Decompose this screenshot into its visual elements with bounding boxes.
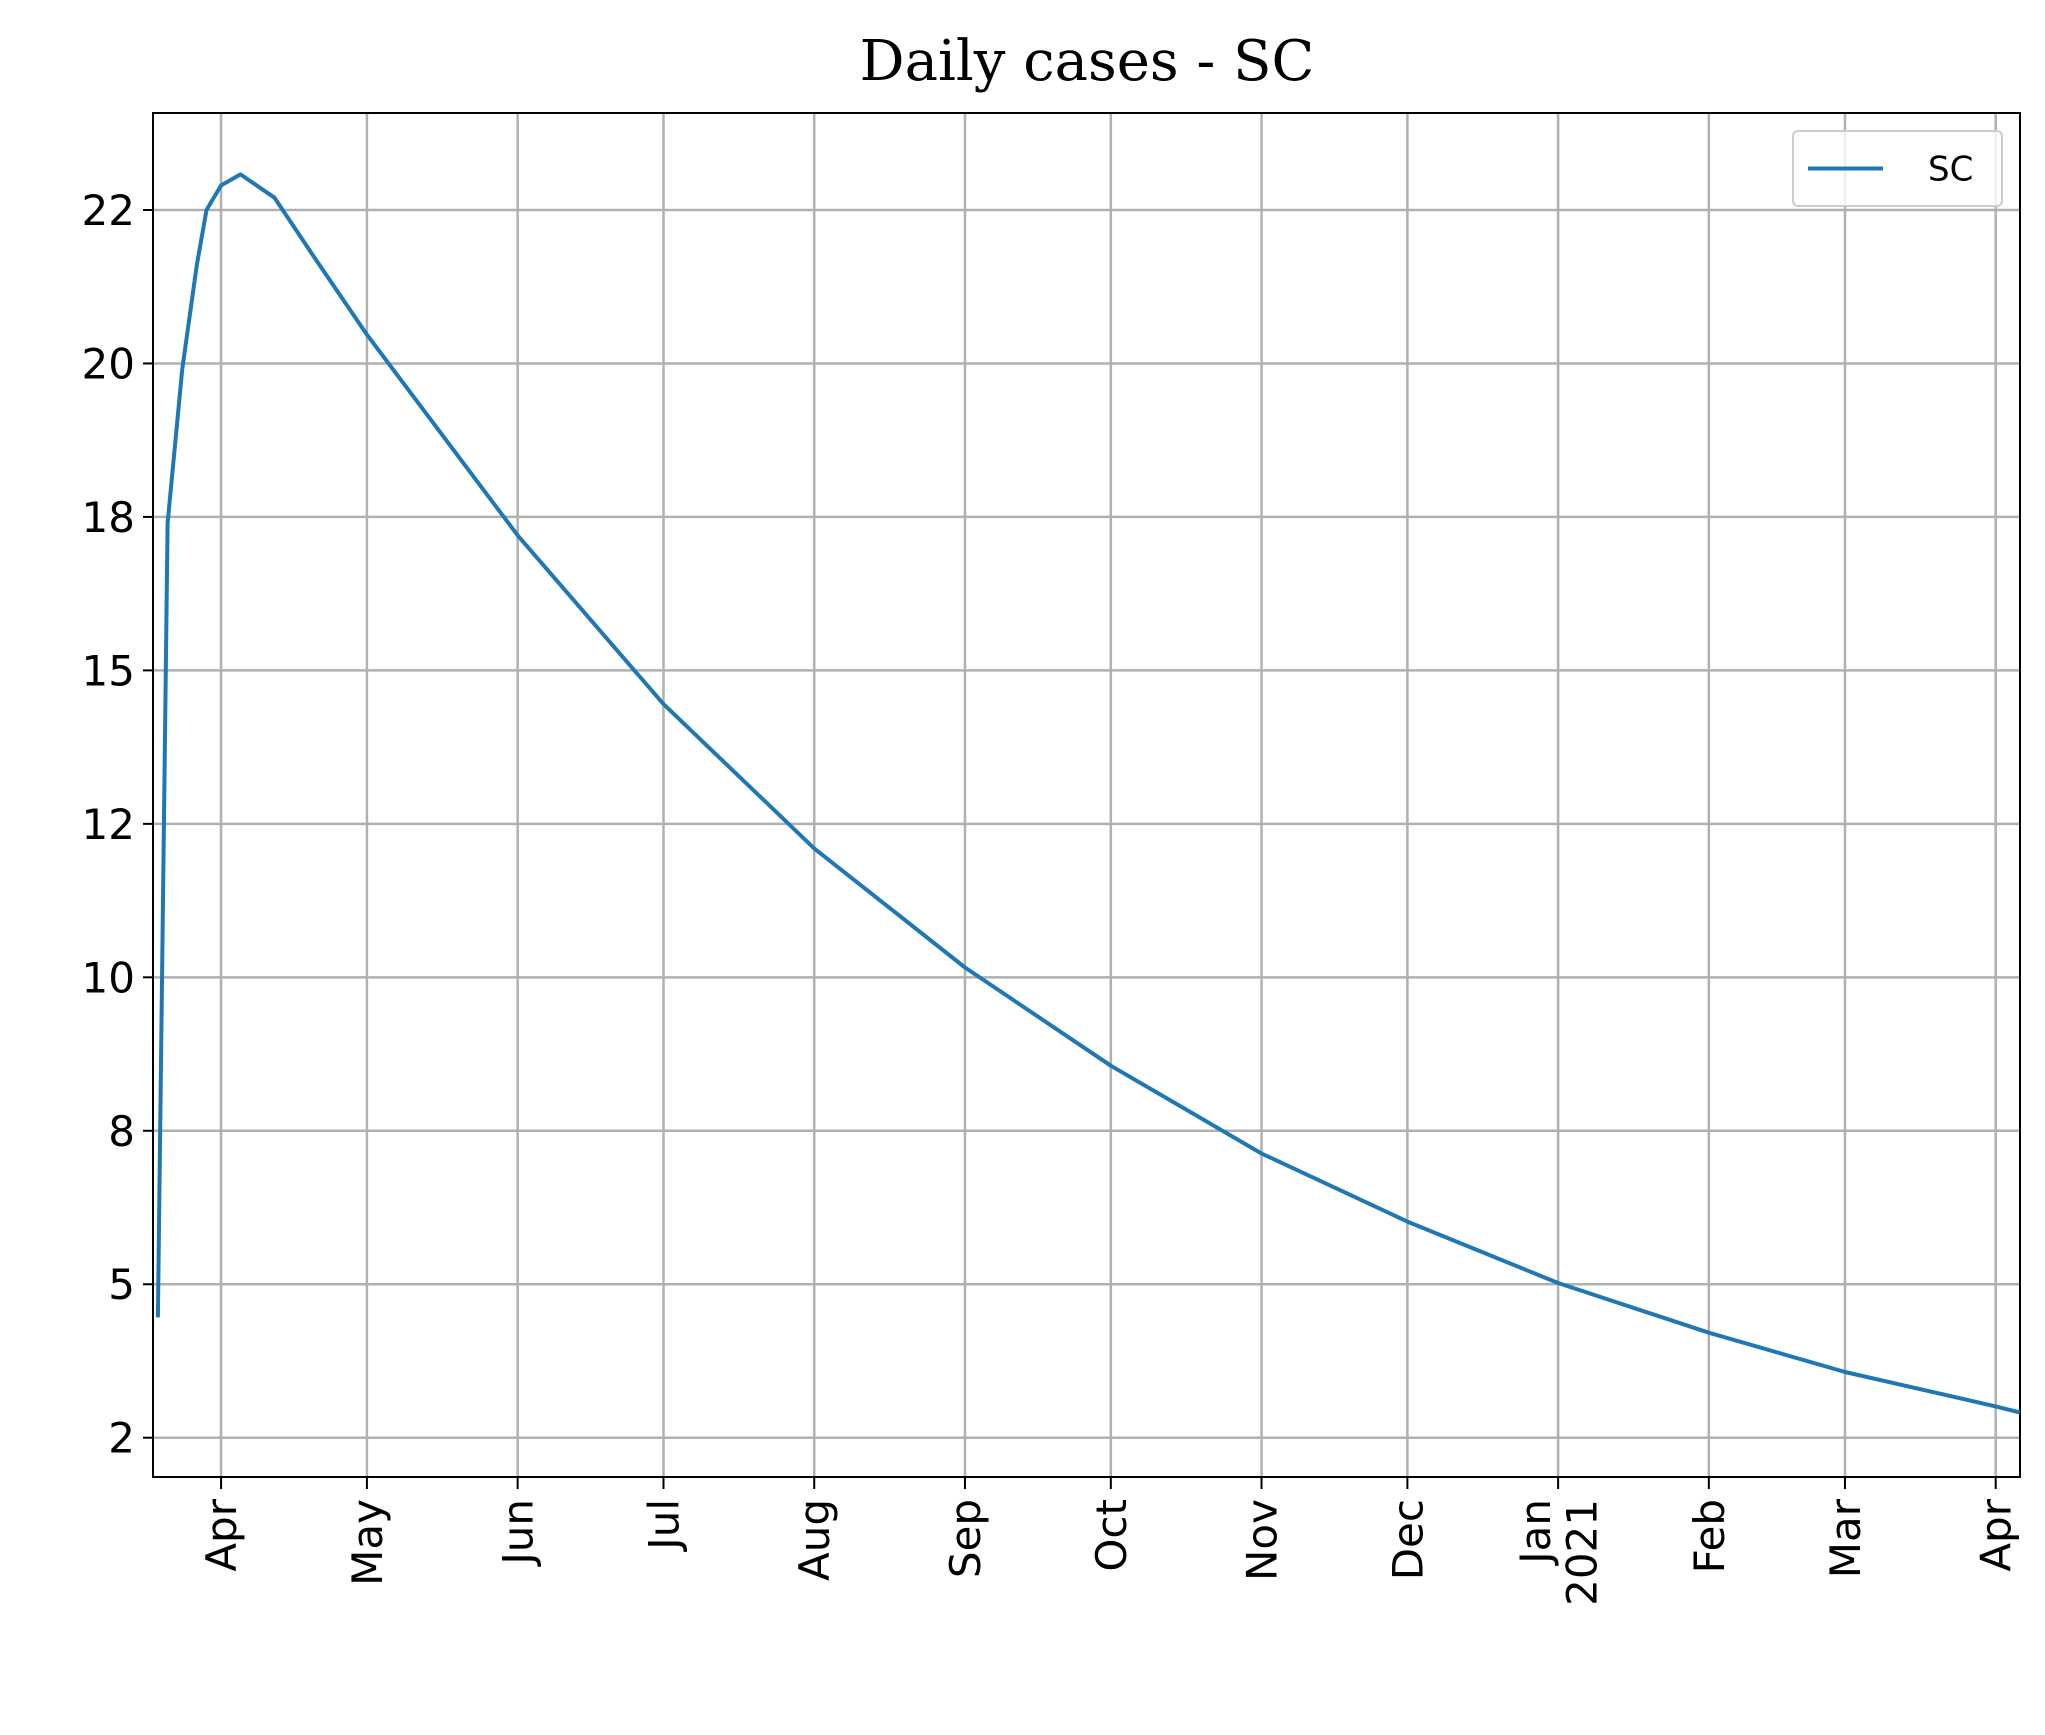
x-tick-label: Apr	[1972, 1498, 2021, 1571]
y-tick-label: 22	[82, 186, 135, 235]
x-tick-group: Jan2021	[1511, 1499, 1606, 1606]
x-tick-label: Dec	[1383, 1499, 1432, 1580]
x-tick-label: Mar	[1821, 1498, 1870, 1578]
plot-frame	[152, 112, 2021, 1478]
x-tick-group: May	[343, 1499, 392, 1586]
x-tick-group: Dec	[1383, 1499, 1432, 1580]
y-tick-label: 2	[108, 1414, 135, 1463]
x-tick-label: Jan2021	[1511, 1499, 1606, 1606]
x-tick-group: Feb	[1685, 1499, 1734, 1573]
x-tick-label: Aug	[790, 1499, 839, 1581]
x-tick-label: May	[343, 1499, 392, 1586]
x-tick-group: Mar	[1821, 1498, 1870, 1578]
chart-title: Daily cases - SC	[860, 29, 1315, 94]
legend-box	[1792, 130, 2003, 207]
data-line	[155, 172, 2021, 1415]
y-tick-label: 10	[82, 953, 135, 1002]
y-tick-label: 20	[82, 339, 135, 388]
y-tick-label: 15	[82, 646, 135, 695]
x-tick-label: Apr	[197, 1498, 246, 1571]
y-tick-label: 8	[108, 1107, 135, 1156]
y-tick-label: 12	[82, 800, 135, 849]
x-tick-group: Aug	[790, 1499, 839, 1581]
x-tick-group: Apr	[1972, 1498, 2021, 1571]
x-tick-label: Jul	[640, 1499, 689, 1553]
x-tick-label: Feb	[1685, 1499, 1734, 1573]
x-tick-group: Apr	[197, 1498, 246, 1571]
legend-label: SC	[1928, 150, 1973, 190]
x-tick-label: Jun	[494, 1499, 543, 1568]
y-tick-label: 18	[82, 493, 135, 542]
x-tick-group: Jun	[494, 1499, 543, 1568]
x-tick-group: Jul	[640, 1499, 689, 1553]
x-tick-group: Sep	[941, 1499, 990, 1578]
x-tick-label: Oct	[1087, 1499, 1136, 1572]
x-tick-group: Nov	[1238, 1499, 1287, 1581]
x-tick-label: Nov	[1238, 1499, 1287, 1581]
x-tick-group: Oct	[1087, 1499, 1136, 1572]
x-tick-label: Sep	[941, 1499, 990, 1578]
y-tick-label: 5	[108, 1260, 135, 1309]
